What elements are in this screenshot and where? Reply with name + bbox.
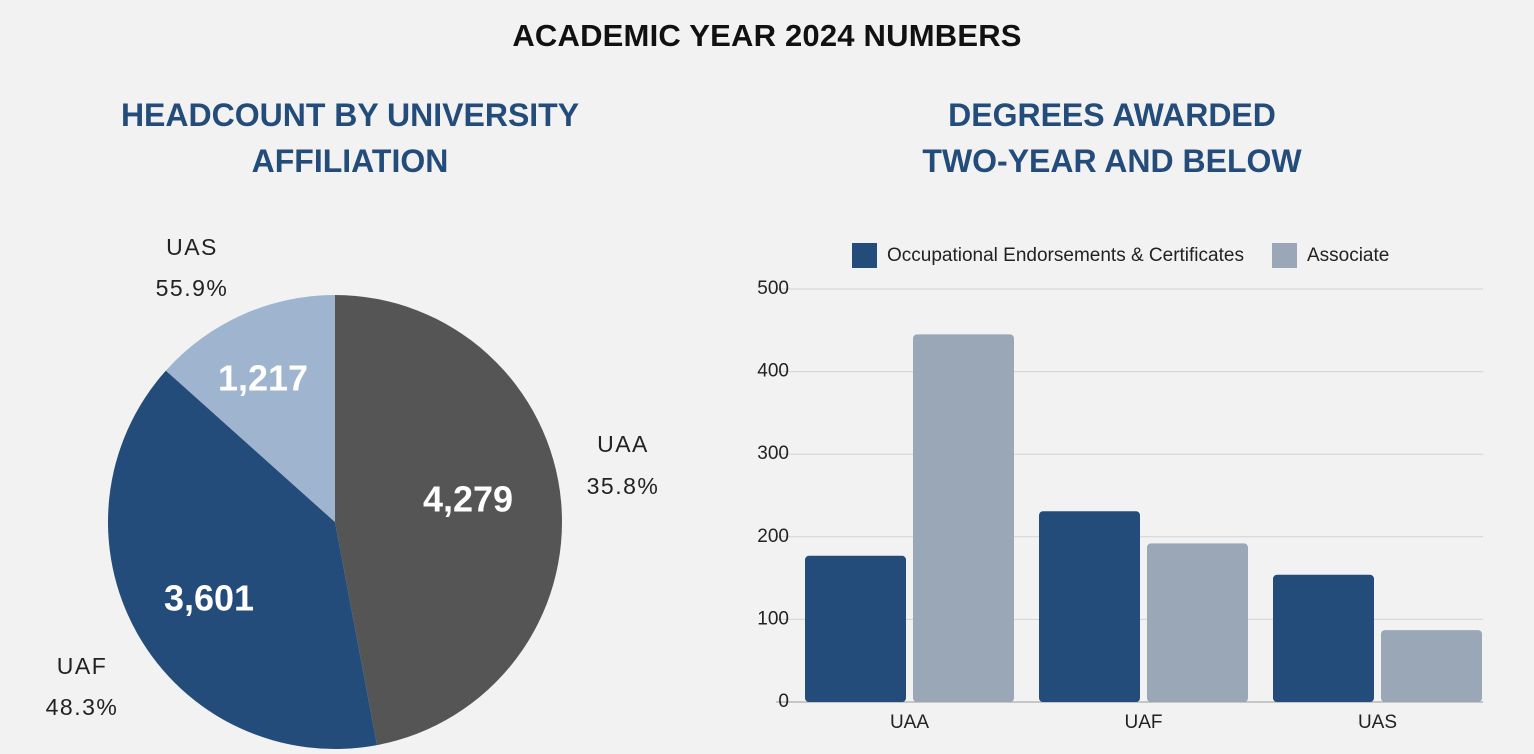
legend-label-occupational: Occupational Endorsements & Certificates [887,244,1244,266]
pie-percent-label-uaf: 48.3% [46,694,119,720]
bar-uaa-occupational [805,555,906,702]
x-tick-label-uas: UAS [1358,712,1397,733]
bar-uaa-associate [913,334,1014,702]
y-tick-label-300: 300 [757,443,789,464]
page-title: ACADEMIC YEAR 2024 NUMBERS [512,18,1022,53]
y-tick-label-400: 400 [757,361,789,382]
pie-percent-label-uaa: 35.8% [587,473,660,499]
pie-value-label-uas: 1,217 [218,358,308,399]
pie-percent-label-uas: 55.9% [156,275,229,301]
pie-category-label-uaa: UAA [597,431,649,457]
legend-item-occupational: Occupational Endorsements & Certificates [852,243,1244,268]
y-tick-label-200: 200 [757,526,789,547]
legend-swatch-associate [1271,243,1297,268]
bar-uaf-occupational [1039,511,1140,702]
headcount-pie-chart: 4,279 UAA 35.8% 3,601 UAF 48.3% 1,217 UAS 55.9% [46,234,660,750]
pie-category-label-uas: UAS [166,234,218,260]
bar-chart-legend: Occupational Endorsements & Certificates… [852,243,1417,268]
bar-uas-associate [1381,630,1482,702]
x-tick-label-uaa: UAA [890,712,929,733]
legend-label-associate: Associate [1306,244,1390,266]
pie-category-label-uaf: UAF [57,653,108,679]
x-tick-label-uaf: UAF [1125,712,1163,733]
y-tick-label-0: 0 [778,691,789,712]
degrees-title-line-1: DEGREES AWARDED [948,97,1276,133]
degrees-title-line-2: TWO-YEAR AND BELOW [922,143,1302,179]
y-tick-label-500: 500 [757,278,789,299]
pie-slice-uaa [335,295,562,746]
pie-value-label-uaf: 3,601 [164,578,254,619]
bar-uas-occupational [1273,574,1374,702]
legend-swatch-occupational [852,243,877,268]
headcount-title-line-1: HEADCOUNT BY UNIVERSITY [120,97,580,133]
headcount-chart-title: HEADCOUNT BY UNIVERSITY AFFILIATION [40,92,660,184]
degrees-chart-title: DEGREES AWARDED TWO-YEAR AND BELOW [812,92,1412,184]
headcount-title-line-2: AFFILIATION [251,143,449,179]
legend-item-associate: Associate [1271,243,1390,268]
pie-value-label-uaa: 4,279 [423,479,513,520]
pie-slice-uaf [107,370,378,750]
pie-slice-uas [165,295,335,522]
y-tick-label-100: 100 [757,608,789,629]
bar-uaf-associate [1147,543,1248,702]
